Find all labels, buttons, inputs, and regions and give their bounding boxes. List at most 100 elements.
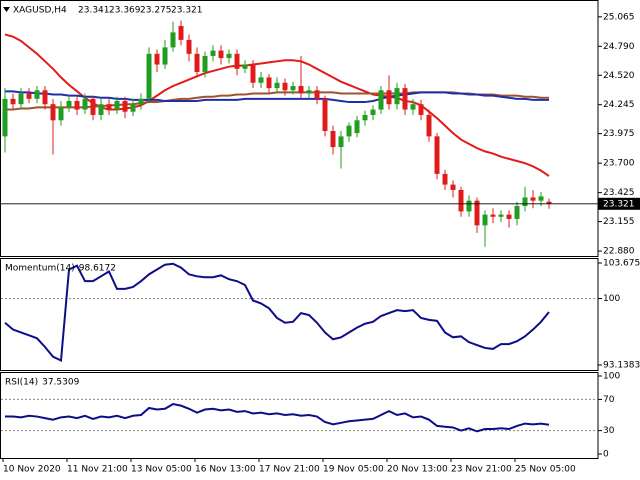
- candle-body: [402, 88, 408, 110]
- indicator-title: Momentum(14): [5, 264, 75, 274]
- candle-body: [466, 200, 472, 212]
- candle-body: [210, 50, 216, 56]
- y-tick-label: 23.700: [603, 159, 635, 169]
- candle-body: [306, 90, 312, 94]
- candle-body: [58, 107, 64, 121]
- candle-body: [274, 82, 280, 89]
- candle-body: [346, 125, 352, 137]
- candle-body: [426, 114, 432, 137]
- candle-body: [514, 206, 520, 219]
- candle-body: [450, 184, 456, 190]
- chart-title: XAGUSD,H4: [13, 6, 67, 16]
- ohlc-value: 23.369: [109, 6, 141, 16]
- y-tick-label: 70: [603, 395, 615, 405]
- candle-body: [474, 200, 480, 226]
- candle-body: [282, 82, 288, 91]
- candle-body: [106, 104, 112, 110]
- candle-body: [226, 53, 232, 59]
- candle-body: [202, 55, 208, 73]
- candle-body: [322, 98, 328, 132]
- panel-frame: [0, 258, 599, 371]
- indicator-line: [5, 403, 550, 433]
- panel-frame: [0, 372, 599, 459]
- menu-triangle: [3, 7, 10, 12]
- candle-body: [82, 98, 88, 110]
- candle-body: [266, 77, 272, 89]
- candle-body: [98, 104, 104, 115]
- candle-body: [194, 53, 200, 73]
- x-tick-label: 16 Nov 13:00: [195, 465, 256, 475]
- candle-body: [458, 189, 464, 212]
- y-tick-label: 24.790: [603, 42, 635, 52]
- ohlc-value: 23.341: [78, 6, 110, 16]
- candle-body: [138, 98, 144, 105]
- y-tick-label: 24.520: [603, 71, 635, 81]
- candle-body: [18, 93, 24, 105]
- candle-body: [258, 77, 264, 83]
- moving-average: [4, 33, 550, 177]
- candle-body: [298, 85, 304, 94]
- candle-body: [122, 100, 128, 112]
- candle-body: [546, 201, 552, 204]
- candle-body: [386, 90, 392, 105]
- candle-body: [114, 100, 120, 110]
- candle-body: [538, 196, 544, 201]
- x-tick-label: 10 Nov 2020: [3, 465, 61, 475]
- candle-body: [482, 214, 488, 226]
- candle-body: [338, 136, 344, 148]
- ohlc-value: 23.275: [140, 6, 172, 16]
- y-tick-label: 25.065: [603, 12, 635, 22]
- candle-body: [378, 90, 384, 110]
- x-tick-label: 13 Nov 05:00: [131, 465, 192, 475]
- y-tick-label: 23.425: [603, 188, 635, 198]
- candle-body: [154, 53, 160, 65]
- x-tick-label: 23 Nov 21:00: [451, 465, 512, 475]
- y-tick-label: 100: [603, 294, 620, 304]
- indicator-value: 37.5309: [42, 378, 79, 388]
- candle-body: [250, 64, 256, 83]
- candle-body: [162, 47, 168, 65]
- y-tick-label: 24.245: [603, 100, 635, 110]
- candle-body: [522, 197, 528, 207]
- candle-body: [314, 90, 320, 99]
- indicator-line: [4, 262, 550, 363]
- candle-body: [490, 214, 496, 217]
- candle-body: [170, 32, 176, 48]
- candle-body: [42, 90, 48, 105]
- candle-body: [290, 85, 296, 91]
- price-label-box: [598, 197, 640, 210]
- x-tick-label: 17 Nov 21:00: [259, 465, 320, 475]
- indicator-title: RSI(14): [5, 378, 38, 388]
- y-tick-label: 0: [603, 450, 609, 460]
- y-tick-label: 23.975: [603, 129, 635, 139]
- price-label: 23.321: [603, 199, 635, 209]
- x-tick-label: 25 Nov 05:00: [515, 465, 576, 475]
- candle-body: [434, 136, 440, 174]
- candle-body: [50, 104, 56, 121]
- candle-body: [34, 90, 40, 99]
- y-tick-label: 23.155: [603, 217, 635, 227]
- candle-body: [178, 25, 184, 40]
- x-tick-label: 11 Nov 21:00: [67, 465, 128, 475]
- y-tick-label: 93.1383: [603, 361, 640, 371]
- panel-frame: [0, 0, 599, 257]
- candle-body: [66, 100, 72, 108]
- y-tick-label: 100: [603, 372, 620, 382]
- candle-body: [410, 104, 416, 110]
- candle-body: [498, 214, 504, 217]
- candle-body: [234, 53, 240, 69]
- candle-body: [2, 98, 8, 137]
- candle-body: [394, 88, 400, 105]
- candle-body: [186, 39, 192, 54]
- indicator-value: 98.6172: [79, 264, 116, 274]
- candle-body: [146, 53, 152, 99]
- candle-body: [74, 100, 80, 110]
- y-tick-label: 30: [603, 426, 615, 436]
- candle-body: [418, 104, 424, 115]
- candle-body: [218, 50, 224, 59]
- ohlc-value: 23.321: [171, 6, 203, 16]
- x-tick-label: 20 Nov 13:00: [387, 465, 448, 475]
